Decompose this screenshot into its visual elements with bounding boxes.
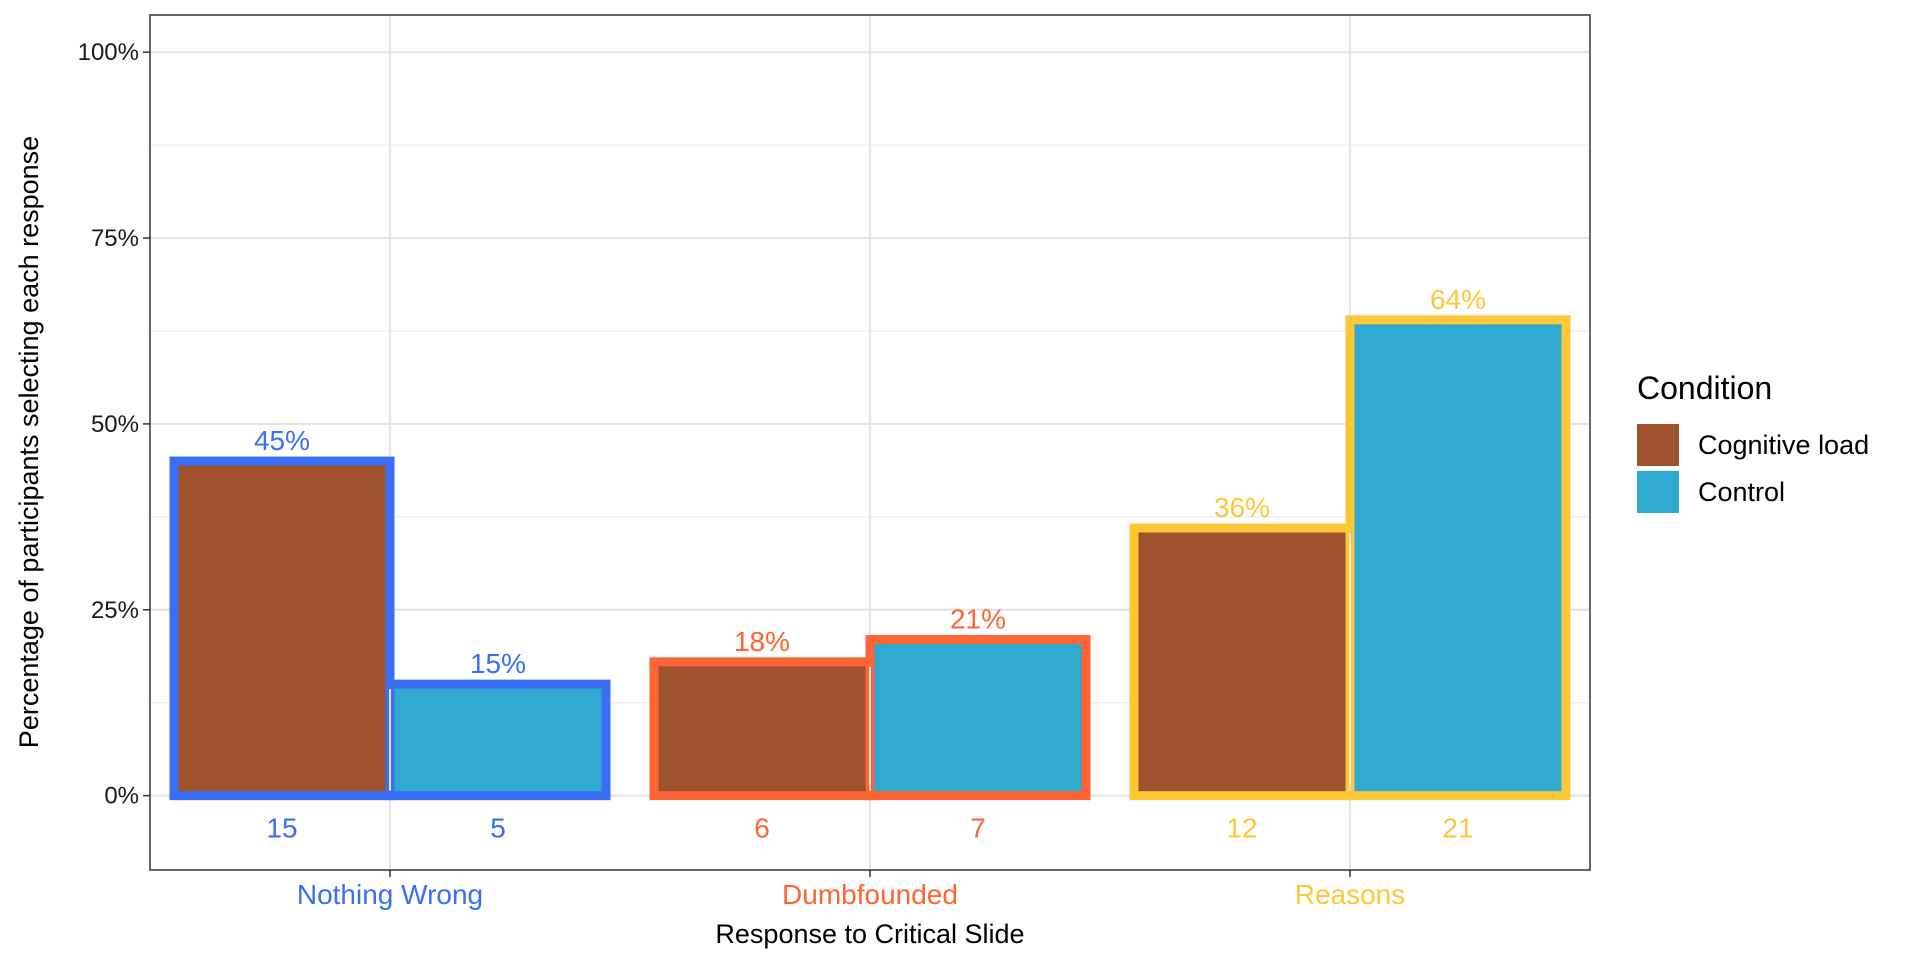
bar-labels: 45% 15 15% 5 18% 6 21% 7 36% 12 64% 21 xyxy=(254,284,1486,844)
legend-title: Condition xyxy=(1637,370,1772,406)
y-tick-label: 100% xyxy=(78,39,139,66)
y-axis-title: Percentage of participants selecting eac… xyxy=(14,136,44,748)
bar-value-label: 36% xyxy=(1214,492,1270,523)
bar xyxy=(1345,315,1571,801)
y-tick-label: 75% xyxy=(91,225,139,252)
legend-label: Control xyxy=(1698,477,1785,507)
legend-key xyxy=(1637,424,1679,466)
bar-value-label: 21% xyxy=(950,604,1006,635)
bars xyxy=(169,315,1571,801)
legend-key xyxy=(1637,471,1679,513)
y-tick-label: 0% xyxy=(104,783,139,810)
bar-value-label: 64% xyxy=(1430,284,1486,315)
category-label: Reasons xyxy=(1295,879,1406,910)
x-axis: Nothing Wrong Dumbfounded Reasons xyxy=(297,870,1405,910)
legend-label: Cognitive load xyxy=(1698,430,1869,460)
bar-count-label: 5 xyxy=(490,813,506,844)
bar-count-label: 12 xyxy=(1226,813,1257,844)
y-tick-label: 50% xyxy=(91,411,139,438)
bar xyxy=(169,456,395,801)
y-tick-label: 25% xyxy=(91,597,139,624)
bar-value-label: 15% xyxy=(470,648,526,679)
bar-value-label: 45% xyxy=(254,425,310,456)
category-label: Nothing Wrong xyxy=(297,879,483,910)
bar xyxy=(865,635,1091,801)
bar-count-label: 7 xyxy=(970,813,986,844)
bar xyxy=(385,679,611,801)
bar-count-label: 6 xyxy=(754,813,770,844)
legend: Condition Cognitive load Control xyxy=(1637,370,1869,513)
category-label: Dumbfounded xyxy=(782,879,958,910)
bar-count-label: 15 xyxy=(266,813,297,844)
bar-value-label: 18% xyxy=(734,626,790,657)
bar xyxy=(1129,523,1355,801)
bar-count-label: 21 xyxy=(1442,813,1473,844)
x-axis-title: Response to Critical Slide xyxy=(715,919,1024,949)
bar xyxy=(649,657,875,801)
y-axis: 0% 25% 50% 75% 100% xyxy=(78,39,150,810)
